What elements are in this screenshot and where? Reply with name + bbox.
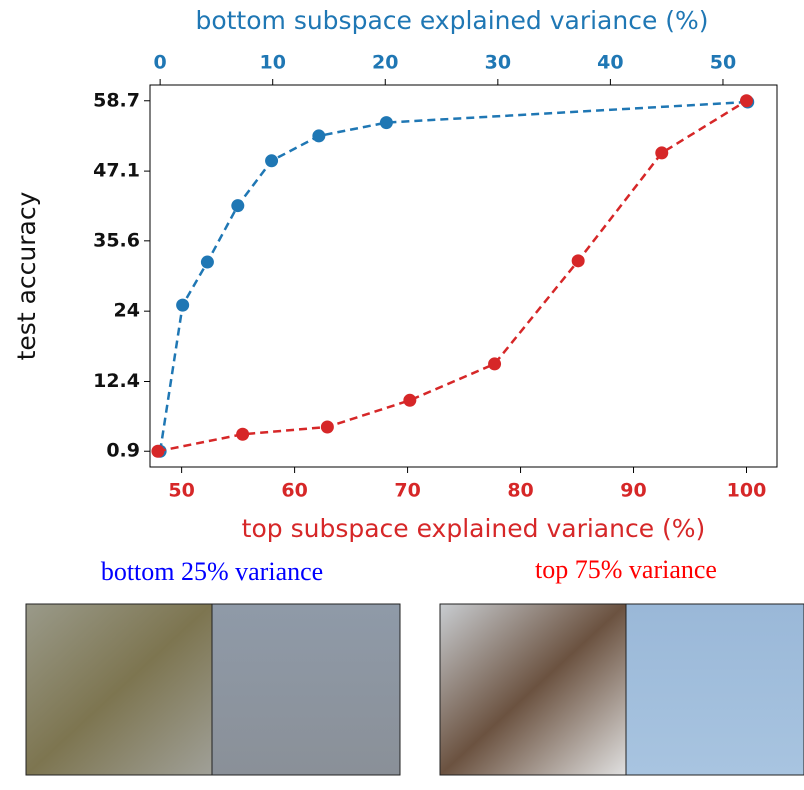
data-point [380,116,393,129]
data-point [265,154,278,167]
x-tick-label: 70 [394,480,420,502]
y-tick-label: 24 [114,300,140,322]
chart: 0.9 12.4 24 35.6 47.1 58.7 50 60 70 80 90 100 0 10 20 3… [0,0,804,790]
data-point [176,299,189,312]
x-tick-label: 60 [281,480,307,502]
x2-tick-label: 10 [259,52,285,74]
data-point [231,199,244,212]
legend-label: bottom 25% variance [101,557,323,586]
y-tick-label: 12.4 [93,370,140,392]
data-point [403,394,416,407]
x2-tick-label: 50 [710,52,736,74]
x2-axis-label: bottom subspace explained variance (%) [195,6,708,35]
data-point [572,254,585,267]
data-point [201,256,214,269]
y-tick-label: 58.7 [93,89,140,111]
legend-label: top 75% variance [535,555,717,584]
plot-frame [150,85,777,467]
x-tick-label: 90 [620,480,646,502]
x-tick-label: 100 [727,480,767,502]
x-axis-label: top subspace explained variance (%) [242,514,706,543]
x2-tick-label: 40 [597,52,623,74]
x-tick-label: 80 [507,480,533,502]
image-panel [26,604,804,775]
data-point [321,420,334,433]
data-point [312,129,325,142]
data-point [236,428,249,441]
data-point [740,94,753,107]
data-point [151,445,164,458]
x-tick-label: 50 [168,480,194,502]
x2-tick-label: 30 [485,52,511,74]
x2-tick-label: 20 [372,52,398,74]
data-point [488,357,501,370]
data-point [655,146,668,159]
y-axis-label: test accuracy [12,191,41,360]
x2-tick-label: 0 [154,52,167,74]
y-tick-label: 47.1 [93,160,140,182]
y-tick-label: 0.9 [106,440,140,462]
y-tick-label: 35.6 [93,229,140,251]
